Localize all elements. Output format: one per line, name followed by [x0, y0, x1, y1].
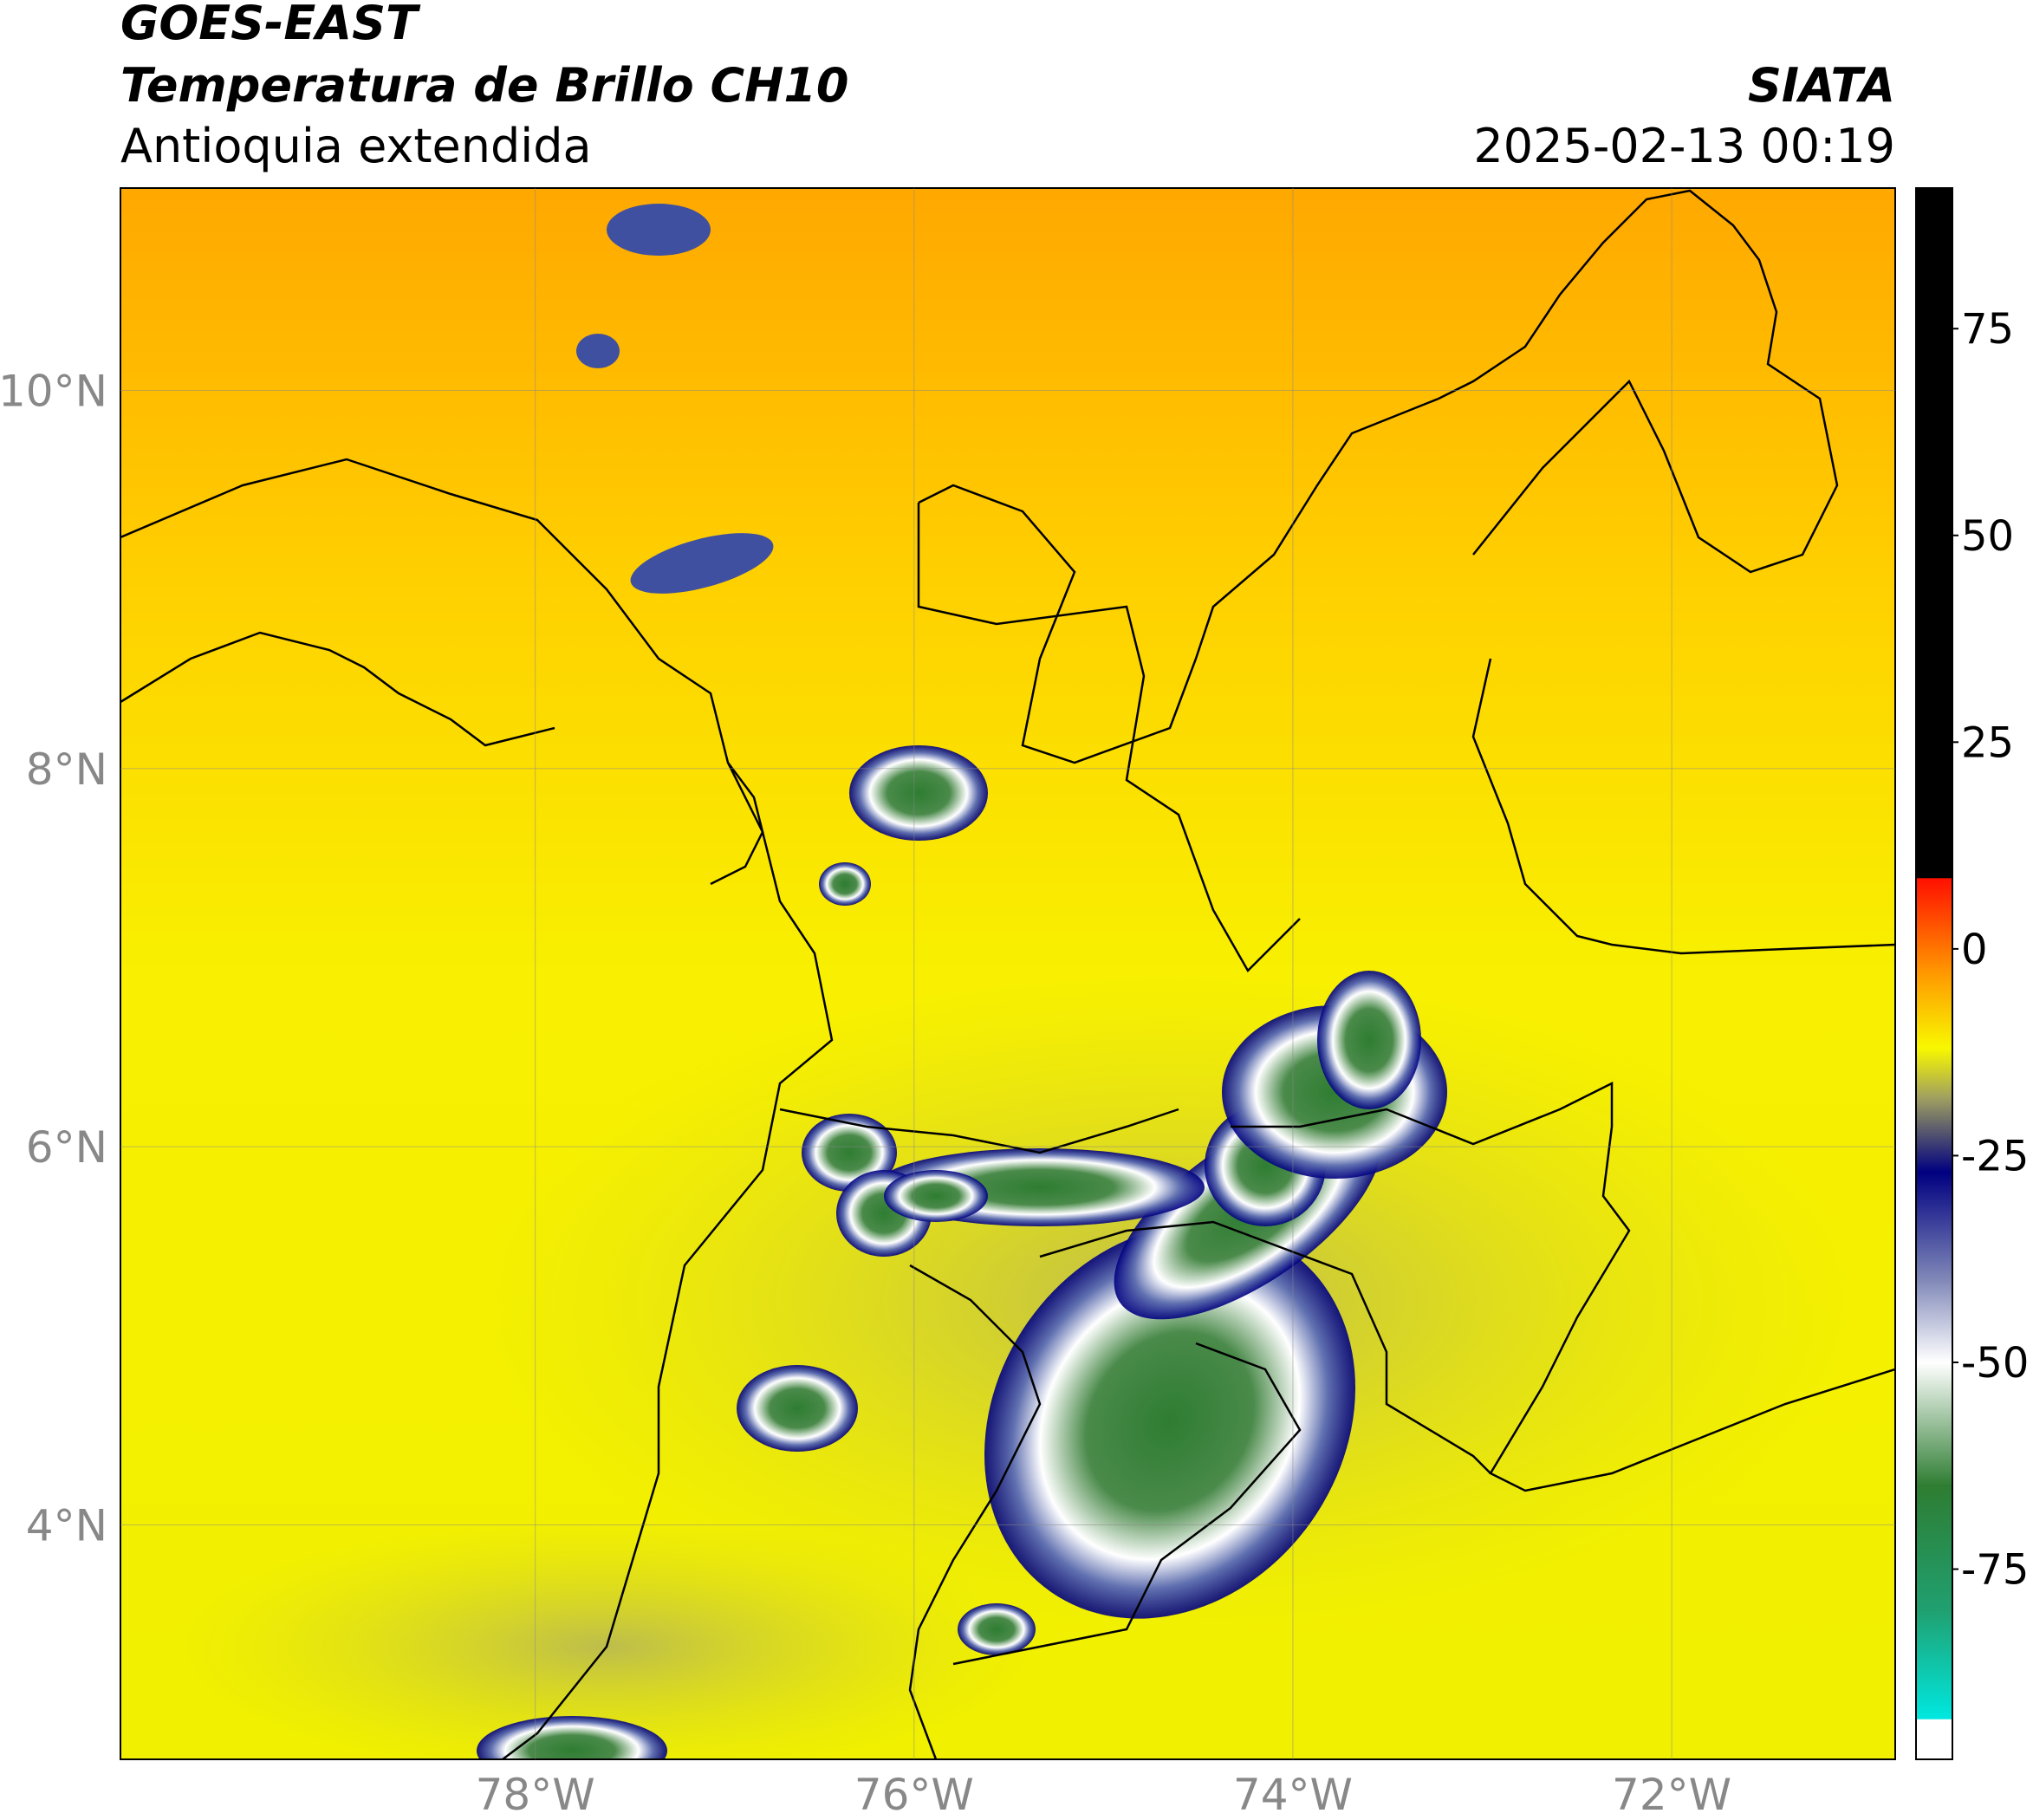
- haze: [173, 1517, 1040, 1759]
- border: [908, 1264, 1042, 1759]
- cloud: [1317, 971, 1421, 1109]
- datetime: 2025-02-13 00:19: [1473, 119, 1895, 173]
- cloud: [958, 1603, 1036, 1655]
- colorbar-tick-label: -25: [1961, 1132, 2029, 1180]
- agency: SIATA: [1748, 58, 1895, 113]
- y-tick-label: 4°N: [26, 1500, 107, 1550]
- colorbar-tick-label: -50: [1961, 1339, 2029, 1388]
- border: [1231, 1081, 1895, 1492]
- border: [917, 503, 1301, 973]
- y-tick-label: 8°N: [26, 744, 107, 795]
- x-tick-label: 76°W: [854, 1770, 974, 1820]
- cloud: [984, 1224, 1355, 1619]
- border: [1039, 1220, 1491, 1474]
- title: GOES-EAST: [120, 0, 421, 50]
- cloud: [849, 745, 988, 841]
- subtitle: Antioquia extendida: [120, 119, 592, 173]
- map: [120, 188, 1895, 1759]
- colorbar-tick-label: 0: [1961, 926, 1988, 974]
- colorbar-tick-label: -75: [1961, 1546, 2029, 1595]
- cloud: [576, 334, 620, 368]
- borders: [120, 189, 1895, 1759]
- coastline: [502, 762, 834, 1759]
- cloud: [607, 204, 711, 256]
- title: Temperatura de Brillo CH10: [120, 58, 849, 113]
- x-tick-label: 78°W: [476, 1770, 595, 1820]
- cloud: [884, 1170, 988, 1222]
- x-tick-label: 74°W: [1233, 1770, 1353, 1820]
- border: [779, 1108, 1179, 1154]
- cloud: [737, 1365, 858, 1452]
- coastline: [1438, 189, 1839, 574]
- y-tick-label: 10°N: [0, 366, 107, 416]
- y-tick-label: 6°N: [26, 1122, 107, 1173]
- border: [1471, 658, 1895, 955]
- colorbar-tick-label: 50: [1961, 512, 2014, 561]
- map-frame: [120, 187, 1896, 1760]
- colorbar: [1915, 187, 1953, 1760]
- cloud: [630, 533, 774, 594]
- clouds: [477, 204, 1447, 1759]
- cloud: [819, 862, 871, 906]
- coastline: [120, 631, 555, 747]
- x-tick-label: 72°W: [1612, 1770, 1731, 1820]
- coastline: [918, 397, 1439, 764]
- border: [952, 1342, 1302, 1666]
- cloud: [477, 1716, 667, 1759]
- colorbar-tick-label: 75: [1961, 305, 2014, 354]
- colorbar-tick-label: 25: [1961, 718, 2014, 767]
